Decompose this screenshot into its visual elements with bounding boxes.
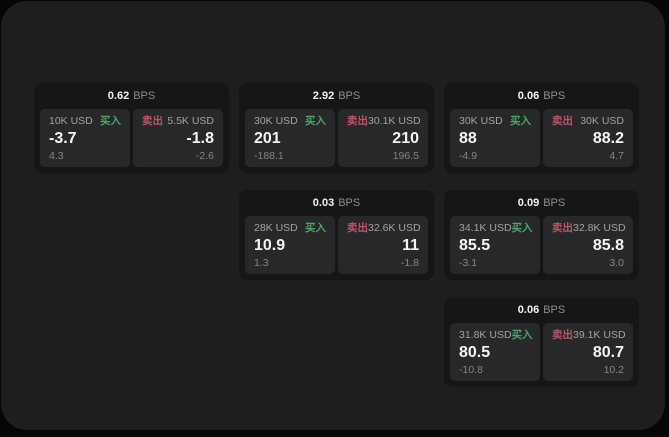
sell-pane[interactable]: 卖出 30.1K USD 210 196.5 [338,109,428,167]
quote-card: 0.62 BPS 10K USD 买入 -3.7 4.3 卖出 5.5K USD [34,83,229,173]
sell-price: 11 [402,236,419,254]
sell-label: 卖出 [552,329,573,341]
quote-card: 0.06 BPS 31.8K USD 买入 80.5 -10.8 卖出 39.1… [444,297,639,387]
buy-amount: 28K USD [254,222,298,234]
sell-label: 卖出 [552,222,573,234]
buy-label: 买入 [511,222,533,234]
buy-amount: 30K USD [254,115,298,127]
sell-change: -1.8 [400,256,419,269]
buy-price: 201 [254,129,281,147]
buy-change: -3.1 [459,256,478,269]
buy-pane[interactable]: 28K USD 买入 10.9 1.3 [245,216,335,274]
card-body: 28K USD 买入 10.9 1.3 卖出 32.6K USD 11 -1.8 [245,216,428,274]
bps-value: 0.09 [517,197,540,209]
buy-change: -10.8 [459,363,483,376]
sell-pane[interactable]: 卖出 39.1K USD 80.7 10.2 [543,323,633,381]
buy-pane[interactable]: 30K USD 买入 88 -4.9 [450,109,540,167]
quote-card: 0.03 BPS 28K USD 买入 10.9 1.3 卖出 32.6K US… [239,190,434,280]
card-body: 31.8K USD 买入 80.5 -10.8 卖出 39.1K USD 80.… [450,323,633,381]
sell-price: 210 [392,129,419,147]
buy-pane[interactable]: 31.8K USD 买入 80.5 -10.8 [450,323,540,381]
sell-price: -1.8 [186,129,214,147]
card-body: 30K USD 买入 88 -4.9 卖出 30K USD 88.2 4.7 [450,109,633,167]
buy-amount: 34.1K USD [459,222,512,234]
sell-amount: 5.5K USD [167,115,214,127]
buy-amount: 30K USD [459,115,503,127]
bps-value: 0.03 [312,197,335,209]
sell-label: 卖出 [347,115,368,127]
card-header: 0.03 BPS [245,190,428,216]
sell-label: 卖出 [347,222,368,234]
sell-pane[interactable]: 卖出 30K USD 88.2 4.7 [543,109,633,167]
sell-change: 3.0 [609,256,624,269]
sell-change: 4.7 [609,149,624,162]
sell-price: 85.8 [592,236,624,254]
sell-amount: 32.8K USD [573,222,626,234]
buy-change: -188.1 [254,149,284,162]
bps-unit: BPS [543,304,566,316]
buy-change: 1.3 [254,256,269,269]
buy-label: 买入 [510,115,531,127]
card-header: 0.06 BPS [450,297,633,323]
sell-label: 卖出 [552,115,573,127]
sell-change: -2.6 [195,149,214,162]
buy-label: 买入 [511,329,533,341]
buy-pane[interactable]: 10K USD 买入 -3.7 4.3 [40,109,130,167]
buy-label: 买入 [100,115,121,127]
sell-change: 10.2 [603,363,624,376]
buy-amount: 10K USD [49,115,93,127]
sell-label: 卖出 [142,115,163,127]
sell-amount: 39.1K USD [573,329,626,341]
buy-price: 88 [459,129,477,147]
bps-unit: BPS [338,197,361,209]
card-header: 0.62 BPS [40,83,223,109]
sell-price: 88.2 [592,129,624,147]
buy-price: 80.5 [459,343,491,361]
bps-unit: BPS [338,90,361,102]
sell-pane[interactable]: 卖出 32.6K USD 11 -1.8 [338,216,428,274]
quote-cards-grid: 0.62 BPS 10K USD 买入 -3.7 4.3 卖出 5.5K USD [34,83,639,387]
bps-value: 0.06 [517,90,540,102]
bps-unit: BPS [543,197,566,209]
buy-label: 买入 [305,222,326,234]
buy-amount: 31.8K USD [459,329,512,341]
quote-card: 0.06 BPS 30K USD 买入 88 -4.9 卖出 30K USD [444,83,639,173]
card-header: 0.09 BPS [450,190,633,216]
bps-value: 0.62 [107,90,130,102]
buy-price: 10.9 [254,236,286,254]
quote-card: 0.09 BPS 34.1K USD 买入 85.5 -3.1 卖出 32.8K… [444,190,639,280]
sell-amount: 30K USD [580,115,624,127]
card-body: 10K USD 买入 -3.7 4.3 卖出 5.5K USD -1.8 -2.… [40,109,223,167]
bps-unit: BPS [133,90,156,102]
buy-pane[interactable]: 30K USD 买入 201 -188.1 [245,109,335,167]
sell-amount: 30.1K USD [368,115,421,127]
buy-price: -3.7 [49,129,77,147]
card-header: 2.92 BPS [245,83,428,109]
buy-label: 买入 [305,115,326,127]
sell-price: 80.7 [592,343,624,361]
sell-change: 196.5 [392,149,419,162]
bps-unit: BPS [543,90,566,102]
buy-pane[interactable]: 34.1K USD 买入 85.5 -3.1 [450,216,540,274]
app-frame: 0.62 BPS 10K USD 买入 -3.7 4.3 卖出 5.5K USD [1,1,665,430]
bps-value: 0.06 [517,304,540,316]
sell-pane[interactable]: 卖出 32.8K USD 85.8 3.0 [543,216,633,274]
bps-value: 2.92 [312,90,335,102]
buy-change: 4.3 [49,149,64,162]
buy-change: -4.9 [459,149,478,162]
sell-pane[interactable]: 卖出 5.5K USD -1.8 -2.6 [133,109,223,167]
card-body: 34.1K USD 买入 85.5 -3.1 卖出 32.8K USD 85.8… [450,216,633,274]
sell-amount: 32.6K USD [368,222,421,234]
card-body: 30K USD 买入 201 -188.1 卖出 30.1K USD 210 1… [245,109,428,167]
quote-card: 2.92 BPS 30K USD 买入 201 -188.1 卖出 30.1K … [239,83,434,173]
card-header: 0.06 BPS [450,83,633,109]
buy-price: 85.5 [459,236,491,254]
